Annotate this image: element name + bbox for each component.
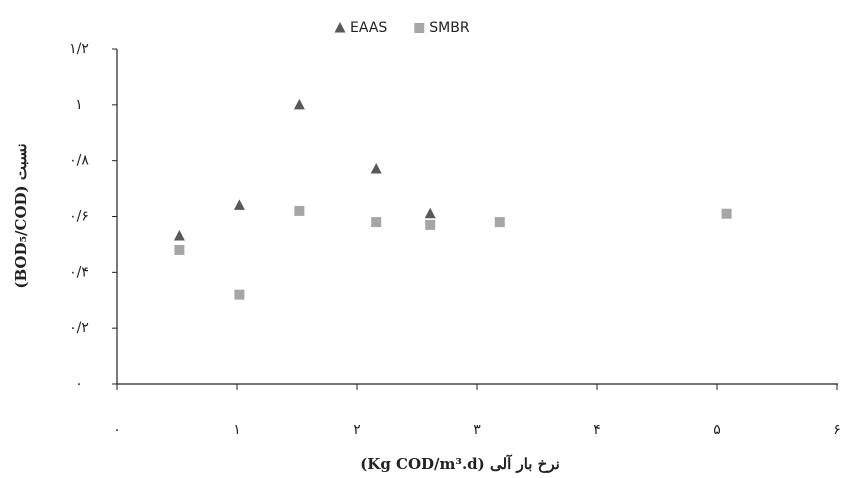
data-point: [370, 163, 382, 174]
legend-marker: [414, 23, 425, 33]
y-tick-label: ۱/۲: [69, 41, 89, 57]
y-tick-label: ۱: [75, 97, 83, 113]
x-tick-label: ۰: [113, 422, 121, 438]
y-axis-title: (BOD₅/COD) نسبت: [12, 143, 30, 288]
y-tick-label: ۰/۴: [69, 264, 89, 280]
x-tick-label: ۳: [473, 422, 481, 438]
x-tick-label: ۶: [833, 422, 841, 438]
x-tick-label: ۵: [713, 422, 721, 438]
legend-marker: [334, 22, 346, 33]
data-point: [234, 289, 245, 300]
data-point: [293, 98, 305, 110]
y-tick-label: ۰/۲: [69, 320, 89, 336]
legend-label: EAAS: [350, 20, 387, 36]
data-point: [425, 219, 436, 230]
x-axis-title: (Kg COD/m³.d) نرخ بار آلی: [360, 454, 560, 473]
data-point: [494, 217, 505, 228]
data-point: [371, 217, 382, 228]
y-tick-label: ۰/۶: [69, 209, 89, 225]
x-tick-label: ۴: [593, 422, 601, 438]
data-point: [721, 208, 732, 219]
y-tick-label: ۰/۸: [69, 153, 89, 169]
data-point: [424, 207, 436, 219]
data-point: [233, 199, 245, 210]
data-point: [173, 230, 185, 241]
x-tick-label: ۱: [233, 422, 241, 438]
y-tick-label: ۰: [75, 376, 83, 392]
data-point: [294, 205, 305, 216]
legend-label: SMBR: [429, 20, 470, 36]
x-tick-label: ۲: [353, 422, 361, 438]
data-point: [174, 245, 185, 255]
